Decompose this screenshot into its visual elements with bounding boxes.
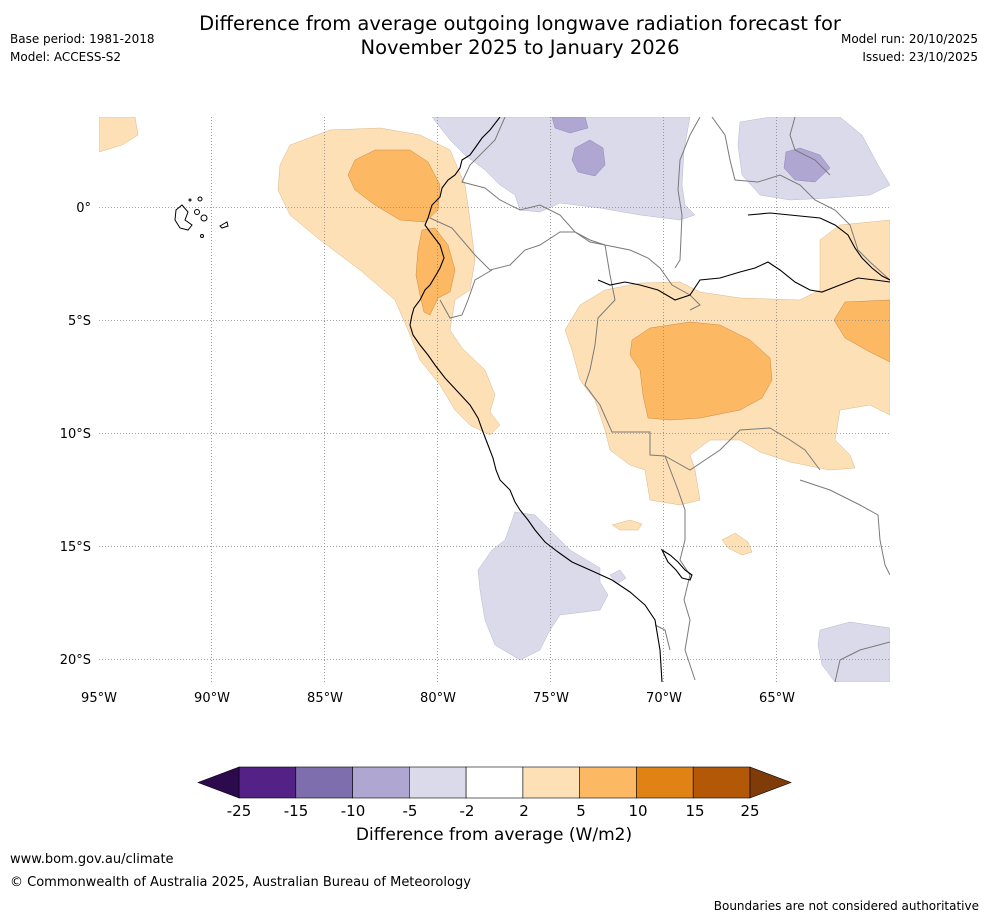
- lat-label-0: 0°: [76, 201, 91, 216]
- footer-copyright: © Commonwealth of Australia 2025, Austra…: [10, 875, 471, 890]
- anomaly-region-pacific-coast: [277, 127, 501, 436]
- anomaly-minus10-to-minus5: [551, 117, 831, 183]
- colorbar-bin-2: [352, 766, 410, 799]
- lon-label-80w: 80°W: [420, 691, 456, 706]
- colorbar-bin-3: [408, 766, 467, 799]
- lon-label-75w: 75°W: [533, 691, 569, 706]
- title-line-1: Difference from average outgoing longwav…: [199, 12, 841, 35]
- lon-label-85w: 85°W: [307, 691, 343, 706]
- anomaly-region-purple-1: [551, 117, 589, 134]
- border-bolivia-brazil: [664, 427, 821, 471]
- model-run: Model run: 20/10/2025: [840, 32, 978, 46]
- anomaly-region-ecuador-offshore: [347, 149, 441, 223]
- colorbar-bin-7: [636, 766, 694, 799]
- colorbar-extend-max: [749, 766, 792, 799]
- anomaly-5-to-10: [347, 149, 890, 421]
- latitude-labels: 0° 5°S 10°S 15°S 20°S: [60, 201, 91, 668]
- colorbar-bin-5: [522, 766, 581, 799]
- colorbar-bin-6: [579, 766, 637, 799]
- colorbar-bin-4: [465, 766, 524, 799]
- colorbar-label: Difference from average (W/m2): [355, 825, 633, 845]
- lon-label-90w: 90°W: [194, 691, 230, 706]
- anomaly-2-to-5: [99, 117, 890, 556]
- anomaly-region-ecuador-coast: [415, 227, 456, 316]
- galapagos-islet-5: [200, 234, 204, 238]
- colorbar-ticks: -25 -15 -10 -5 -2 2 5 10 15 25: [227, 802, 760, 820]
- meta-right: Model run: 20/10/2025 Issued: 23/10/2025: [841, 30, 978, 66]
- river-amazon: [597, 261, 890, 301]
- lake-titicaca: [660, 548, 693, 581]
- galapagos-isabela: [174, 204, 193, 231]
- footer-url: www.bom.gov.au/climate: [10, 852, 174, 867]
- border-colombia-brazil: [674, 117, 701, 269]
- lon-label-95w: 95°W: [81, 691, 117, 706]
- border-ecuador-south: [439, 269, 493, 319]
- gridlines: [99, 117, 890, 682]
- colorbar-bin-0: [238, 766, 297, 799]
- chart-title: Difference from average outgoing longwav…: [0, 12, 988, 60]
- border-peru-bolivia: [664, 455, 696, 681]
- anomaly-region-nw-corner: [99, 117, 139, 153]
- galapagos-islet-6: [188, 198, 192, 202]
- border-bolivia-paraguay: [799, 479, 890, 576]
- colorbar-tick-2: 2: [519, 802, 529, 820]
- colorbar-tick-25: 25: [740, 802, 759, 820]
- coastline-pacific: [409, 117, 663, 682]
- galapagos-islet-3: [200, 214, 208, 222]
- galapagos-islet-1: [197, 196, 203, 202]
- colorbar-tick-10: 10: [628, 802, 647, 820]
- anomaly-region-small-2: [721, 532, 753, 556]
- coastline-caribbean: [747, 212, 890, 281]
- lat-label-10s: 10°S: [60, 427, 91, 442]
- anomaly-region-peru-offshore: [477, 511, 609, 661]
- colorbar-tick-minus2: -2: [460, 802, 475, 820]
- longitude-labels: 95°W 90°W 85°W 80°W 75°W 70°W 65°W: [81, 691, 795, 706]
- border-venezuela-guyana: [789, 117, 831, 176]
- anomaly-region-small-1: [611, 519, 643, 531]
- anomaly-region-se-corner: [817, 621, 890, 682]
- lat-label-5s: 5°S: [68, 314, 91, 329]
- colorbar-tick-minus15: -15: [284, 802, 309, 820]
- colorbar-extend-min: [197, 766, 240, 799]
- galapagos-islands: [174, 196, 229, 238]
- anomaly-region-east-edge: [833, 299, 890, 363]
- border-venezuela-brazil: [711, 117, 890, 281]
- colorbar-bins: [197, 766, 792, 799]
- border-peru-chile: [654, 624, 671, 651]
- colorbar-bin-8: [692, 766, 751, 799]
- colorbar-bin-1: [295, 766, 353, 799]
- base-period: Base period: 1981-2018: [10, 32, 155, 46]
- map-layers: [99, 117, 890, 682]
- galapagos-islet-4: [219, 221, 229, 229]
- anomaly-region-amazon-core: [629, 321, 773, 421]
- colorbar-tick-minus5: -5: [403, 802, 418, 820]
- country-borders: [429, 117, 890, 682]
- issued-date: Issued: 23/10/2025: [862, 50, 978, 64]
- anomaly-region-colombia: [431, 117, 696, 221]
- lon-label-65w: 65°W: [759, 691, 795, 706]
- footer-note: Boundaries are not considered authoritat…: [713, 899, 979, 913]
- galapagos-islet-2: [194, 209, 200, 215]
- forecast-map: 95°W 90°W 85°W 80°W 75°W 70°W 65°W 0° 5°…: [60, 117, 890, 706]
- colorbar-tick-5: 5: [576, 802, 586, 820]
- model-name: Model: ACCESS-S2: [10, 50, 122, 64]
- colorbar-tick-minus10: -10: [341, 802, 366, 820]
- colorbar-tick-15: 15: [685, 802, 704, 820]
- anomaly-region-small-south: [609, 569, 627, 585]
- colorbar-tick-minus25: -25: [227, 802, 252, 820]
- border-bolivia-argentina: [834, 641, 890, 682]
- border-peru-brazil: [584, 244, 666, 457]
- colorbar: -25 -15 -10 -5 -2 2 5 10 15 25: [197, 766, 792, 820]
- lon-label-70w: 70°W: [646, 691, 682, 706]
- lat-label-20s: 20°S: [60, 653, 91, 668]
- title-line-2: November 2025 to January 2026: [360, 36, 680, 59]
- anomaly-region-purple-2: [571, 139, 606, 177]
- coastlines: [409, 117, 890, 682]
- border-ecuador-peru: [429, 217, 606, 271]
- anomaly-region-purple-3: [783, 147, 831, 183]
- meta-left: Base period: 1981-2018 Model: ACCESS-S2: [10, 30, 155, 66]
- lat-label-15s: 15°S: [60, 540, 91, 555]
- anomaly-minus5-to-minus2: [431, 117, 890, 682]
